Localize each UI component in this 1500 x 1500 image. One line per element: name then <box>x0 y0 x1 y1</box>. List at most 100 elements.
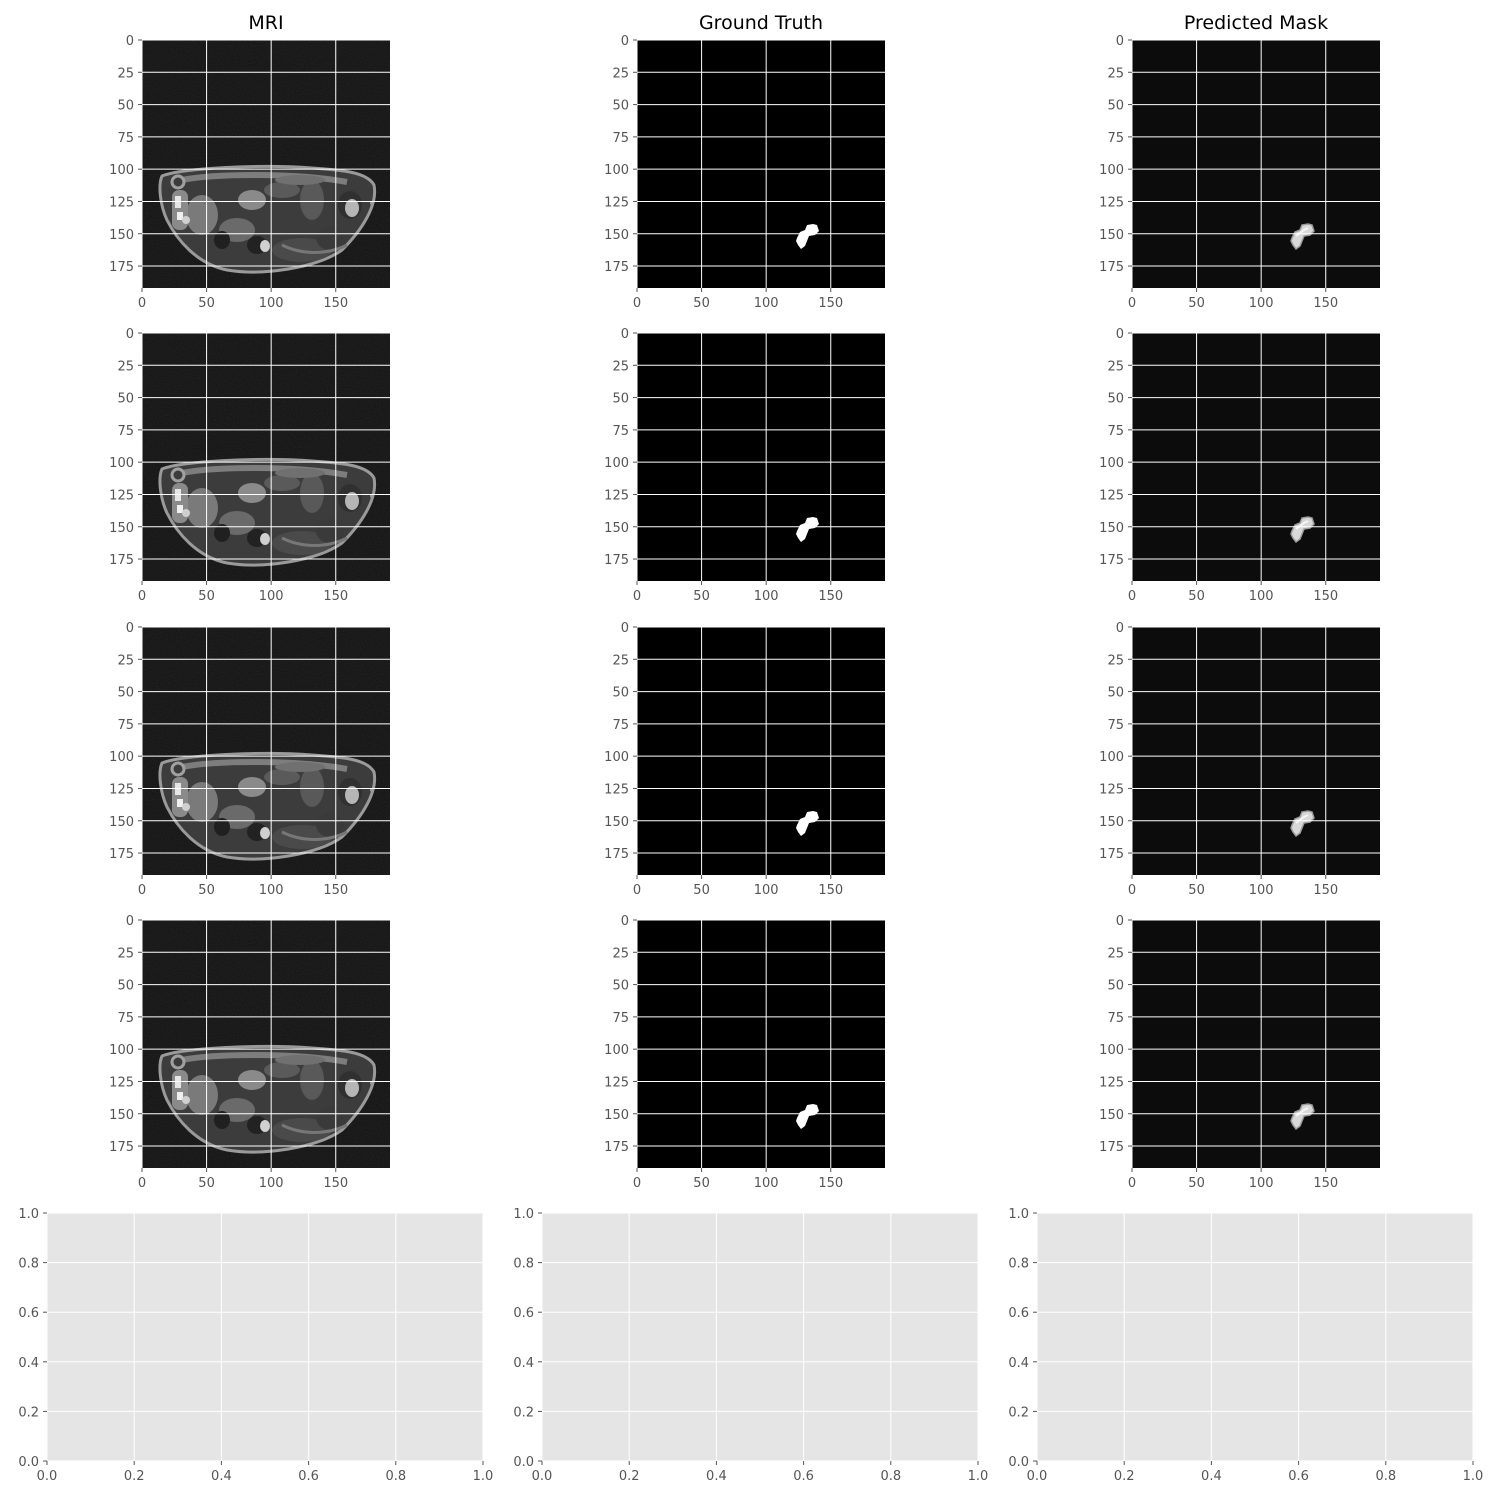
x-tick-label: 0.4 <box>706 1469 727 1484</box>
y-tick-label: 75 <box>612 1011 629 1026</box>
y-tick-label: 100 <box>604 750 629 765</box>
y-tick-label: 50 <box>612 686 629 701</box>
x-tick-label: 0.2 <box>619 1469 640 1484</box>
y-tick-label: 0.0 <box>1008 1455 1029 1470</box>
y-tick-label: 1.0 <box>513 1207 534 1222</box>
x-tick-label: 1.0 <box>968 1469 989 1484</box>
predicted-mask-image <box>1132 333 1380 581</box>
y-tick-label: 150 <box>1099 521 1124 536</box>
x-tick-label: 0 <box>138 296 146 311</box>
y-tick-label: 25 <box>612 946 629 961</box>
y-tick-label: 125 <box>109 782 134 797</box>
image-panel-ground-truth-row-4: 0 50 100 150 0 25 50 75 100 125 150 175 <box>604 914 885 1191</box>
y-tick-label: 100 <box>1099 163 1124 178</box>
y-tick-label: 25 <box>1107 653 1124 668</box>
x-tick-label: 150 <box>1313 296 1338 311</box>
y-tick-label: 75 <box>117 1011 134 1026</box>
x-tick-label: 0 <box>633 1176 641 1191</box>
y-tick-label: 75 <box>117 131 134 146</box>
y-tick-label: 0 <box>1116 914 1124 929</box>
y-tick-label: 150 <box>1099 228 1124 243</box>
x-tick-label: 0.4 <box>1201 1469 1222 1484</box>
image-panel-predicted-mask-row-1: 0 50 100 150 0 25 50 75 100 125 150 175 <box>1099 34 1380 311</box>
image-panel-predicted-mask-row-4: 0 50 100 150 0 25 50 75 100 125 150 175 <box>1099 914 1380 1191</box>
x-tick-label: 150 <box>818 1176 843 1191</box>
y-tick-label: 150 <box>109 1108 134 1123</box>
axes-background <box>1037 1213 1473 1461</box>
image-panel-predicted-mask-row-2: 0 50 100 150 0 25 50 75 100 125 150 175 <box>1099 327 1380 604</box>
empty-axes-1: 0.00.0 0.2 0.2 0.4 0.4 0.6 0.6 0.8 0.8 1.0 1.0 <box>18 1207 493 1484</box>
x-tick-label: 0.0 <box>532 1469 553 1484</box>
x-tick-label: 0.2 <box>124 1469 145 1484</box>
y-tick-label: 0 <box>621 34 629 49</box>
x-tick-label: 1.0 <box>1463 1469 1484 1484</box>
y-tick-label: 1.0 <box>1008 1207 1029 1222</box>
column-title-ground-truth: Ground Truth <box>699 12 823 34</box>
y-tick-label: 175 <box>109 260 134 275</box>
x-tick-label: 0 <box>138 589 146 604</box>
y-tick-label: 125 <box>1099 195 1124 210</box>
image-panel-mri-row-3: 0 50 100 150 0 25 50 75 100 125 150 175 <box>109 621 390 898</box>
y-tick-label: 100 <box>604 1043 629 1058</box>
y-tick-label: 100 <box>109 456 134 471</box>
predicted-mask-image <box>1132 40 1380 288</box>
y-tick-label: 175 <box>604 847 629 862</box>
image-panel-ground-truth-row-3: 0 50 100 150 0 25 50 75 100 125 150 175 <box>604 621 885 898</box>
x-tick-label: 100 <box>1249 589 1274 604</box>
y-tick-label: 175 <box>1099 553 1124 568</box>
ground-truth-image <box>637 920 885 1168</box>
y-tick-label: 50 <box>117 979 134 994</box>
empty-axes-2: 0.00.0 0.2 0.2 0.4 0.4 0.6 0.6 0.8 0.8 1.0 1.0 <box>513 1207 988 1484</box>
x-tick-label: 0.6 <box>298 1469 319 1484</box>
x-tick-label: 0 <box>633 589 641 604</box>
x-tick-label: 0.0 <box>1027 1469 1048 1484</box>
y-tick-label: 50 <box>117 99 134 114</box>
column-title-predicted-mask: Predicted Mask <box>1184 12 1328 34</box>
y-tick-label: 100 <box>109 163 134 178</box>
y-tick-label: 0.8 <box>18 1257 39 1272</box>
x-tick-label: 50 <box>1188 1176 1205 1191</box>
axes-background <box>542 1213 978 1461</box>
x-tick-label: 150 <box>1313 1176 1338 1191</box>
y-tick-label: 50 <box>1107 979 1124 994</box>
y-tick-label: 175 <box>109 553 134 568</box>
x-tick-label: 0.4 <box>211 1469 232 1484</box>
y-tick-label: 25 <box>117 66 134 81</box>
y-tick-label: 75 <box>117 424 134 439</box>
y-tick-label: 175 <box>604 1140 629 1155</box>
y-tick-label: 25 <box>612 653 629 668</box>
y-tick-label: 150 <box>109 228 134 243</box>
y-tick-label: 75 <box>1107 131 1124 146</box>
y-tick-label: 0 <box>621 914 629 929</box>
x-tick-label: 0 <box>1128 883 1136 898</box>
x-tick-label: 0.8 <box>1375 1469 1396 1484</box>
x-tick-label: 100 <box>259 883 284 898</box>
y-tick-label: 175 <box>604 553 629 568</box>
x-tick-label: 100 <box>259 589 284 604</box>
y-tick-label: 175 <box>1099 260 1124 275</box>
y-tick-label: 125 <box>109 488 134 503</box>
y-tick-label: 0.2 <box>1008 1405 1029 1420</box>
x-tick-label: 0 <box>138 883 146 898</box>
x-tick-label: 100 <box>259 1176 284 1191</box>
x-tick-label: 100 <box>1249 1176 1274 1191</box>
y-tick-label: 125 <box>604 782 629 797</box>
y-tick-label: 0.8 <box>513 1257 534 1272</box>
x-tick-label: 150 <box>1313 883 1338 898</box>
y-tick-label: 25 <box>612 359 629 374</box>
y-tick-label: 100 <box>1099 1043 1124 1058</box>
predicted-mask-image <box>1132 627 1380 875</box>
x-tick-label: 150 <box>818 589 843 604</box>
y-tick-label: 75 <box>1107 718 1124 733</box>
y-tick-label: 150 <box>1099 1108 1124 1123</box>
image-panel-mri-row-4: 0 50 100 150 0 25 50 75 100 125 150 175 <box>109 914 390 1191</box>
y-tick-label: 50 <box>1107 392 1124 407</box>
y-tick-label: 100 <box>1099 456 1124 471</box>
y-tick-label: 150 <box>109 521 134 536</box>
y-tick-label: 175 <box>109 1140 134 1155</box>
y-tick-label: 150 <box>604 228 629 243</box>
x-tick-label: 1.0 <box>473 1469 494 1484</box>
y-tick-label: 25 <box>117 653 134 668</box>
y-tick-label: 150 <box>604 815 629 830</box>
y-tick-label: 50 <box>1107 686 1124 701</box>
